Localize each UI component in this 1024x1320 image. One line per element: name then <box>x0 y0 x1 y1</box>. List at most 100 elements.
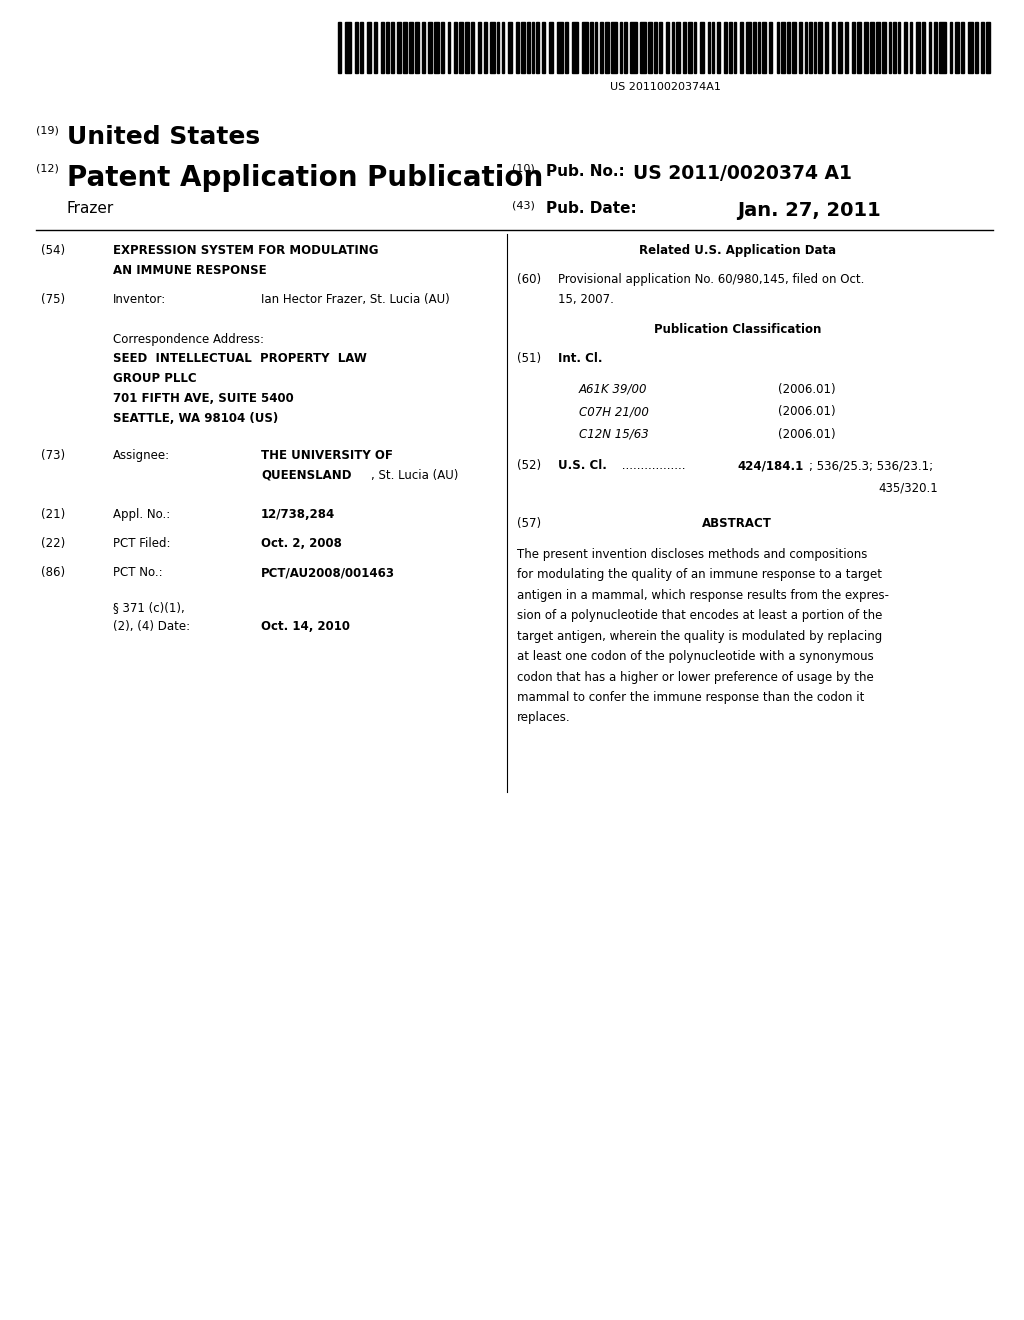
Bar <box>904 22 907 73</box>
Text: PCT Filed:: PCT Filed: <box>113 537 170 550</box>
Text: (2), (4) Date:: (2), (4) Date: <box>113 620 189 634</box>
Bar <box>949 22 951 73</box>
Text: (2006.01): (2006.01) <box>778 405 836 418</box>
Bar <box>459 22 464 73</box>
Bar <box>877 22 881 73</box>
Bar <box>600 22 603 73</box>
Bar <box>883 22 887 73</box>
Text: (2006.01): (2006.01) <box>778 383 836 396</box>
Text: antigen in a mammal, which response results from the expres-: antigen in a mammal, which response resu… <box>517 589 889 602</box>
Bar <box>975 22 978 73</box>
Bar <box>910 22 912 73</box>
Bar <box>654 22 657 73</box>
Bar <box>403 22 408 73</box>
Bar <box>893 22 896 73</box>
Bar <box>939 22 945 73</box>
Text: U.S. Cl.: U.S. Cl. <box>558 459 607 473</box>
Bar <box>934 22 937 73</box>
Bar <box>526 22 529 73</box>
Text: GROUP PLLC: GROUP PLLC <box>113 372 197 385</box>
Bar <box>605 22 608 73</box>
Bar <box>869 22 874 73</box>
Bar <box>648 22 652 73</box>
Bar <box>386 22 389 73</box>
Bar <box>776 22 778 73</box>
Bar <box>502 22 504 73</box>
Text: .................: ................. <box>618 459 686 473</box>
Text: sion of a polynucleotide that encodes at least a portion of the: sion of a polynucleotide that encodes at… <box>517 610 883 622</box>
Text: (57): (57) <box>517 517 542 531</box>
Bar <box>610 22 616 73</box>
Bar <box>734 22 736 73</box>
Bar <box>800 22 803 73</box>
Bar <box>466 22 469 73</box>
Text: (43): (43) <box>512 201 535 211</box>
Bar <box>915 22 920 73</box>
Text: (73): (73) <box>41 449 66 462</box>
Text: Pub. No.:: Pub. No.: <box>546 164 625 178</box>
Bar <box>713 22 715 73</box>
Bar <box>929 22 931 73</box>
Bar <box>831 22 835 73</box>
Text: Patent Application Publication: Patent Application Publication <box>67 164 543 191</box>
Bar <box>814 22 816 73</box>
Bar <box>825 22 828 73</box>
Bar <box>969 22 973 73</box>
Bar <box>434 22 438 73</box>
Text: Assignee:: Assignee: <box>113 449 170 462</box>
Text: (52): (52) <box>517 459 542 473</box>
Bar <box>410 22 413 73</box>
Text: US 20110020374A1: US 20110020374A1 <box>610 82 721 92</box>
Text: ; 536/25.3; 536/23.1;: ; 536/25.3; 536/23.1; <box>809 459 933 473</box>
Bar <box>922 22 925 73</box>
Bar <box>786 22 791 73</box>
Bar <box>484 22 487 73</box>
Text: Appl. No.:: Appl. No.: <box>113 508 170 521</box>
Bar <box>572 22 579 73</box>
Bar <box>516 22 519 73</box>
Bar <box>838 22 842 73</box>
Bar <box>659 22 663 73</box>
Text: Inventor:: Inventor: <box>113 293 166 306</box>
Text: at least one codon of the polynucleotide with a synonymous: at least one codon of the polynucleotide… <box>517 651 873 663</box>
Bar <box>729 22 732 73</box>
Bar <box>753 22 756 73</box>
Bar <box>688 22 691 73</box>
Text: QUEENSLAND: QUEENSLAND <box>261 469 351 482</box>
Bar <box>521 22 524 73</box>
Bar <box>672 22 674 73</box>
Bar <box>898 22 900 73</box>
Bar <box>863 22 867 73</box>
Bar <box>620 22 622 73</box>
Bar <box>471 22 474 73</box>
Text: PCT/AU2008/001463: PCT/AU2008/001463 <box>261 566 395 579</box>
Text: (19): (19) <box>36 125 58 136</box>
Bar <box>889 22 891 73</box>
Bar <box>631 22 637 73</box>
Bar <box>746 22 751 73</box>
Bar <box>962 22 965 73</box>
Bar <box>565 22 568 73</box>
Bar <box>508 22 512 73</box>
Bar <box>374 22 377 73</box>
Bar <box>397 22 401 73</box>
Text: 12/738,284: 12/738,284 <box>261 508 336 521</box>
Bar <box>955 22 959 73</box>
Text: (75): (75) <box>41 293 66 306</box>
Bar <box>762 22 766 73</box>
Text: for modulating the quality of an immune response to a target: for modulating the quality of an immune … <box>517 568 882 581</box>
Bar <box>550 22 553 73</box>
Text: Correspondence Address:: Correspondence Address: <box>113 333 263 346</box>
Bar <box>338 22 341 73</box>
Bar <box>354 22 357 73</box>
Bar <box>740 22 743 73</box>
Text: United States: United States <box>67 125 260 149</box>
Bar <box>986 22 990 73</box>
Text: (60): (60) <box>517 273 542 286</box>
Text: (86): (86) <box>41 566 66 579</box>
Text: The present invention discloses methods and compositions: The present invention discloses methods … <box>517 548 867 561</box>
Text: 15, 2007.: 15, 2007. <box>558 293 614 306</box>
Text: (22): (22) <box>41 537 66 550</box>
Text: , St. Lucia (AU): , St. Lucia (AU) <box>371 469 458 482</box>
Bar <box>595 22 597 73</box>
